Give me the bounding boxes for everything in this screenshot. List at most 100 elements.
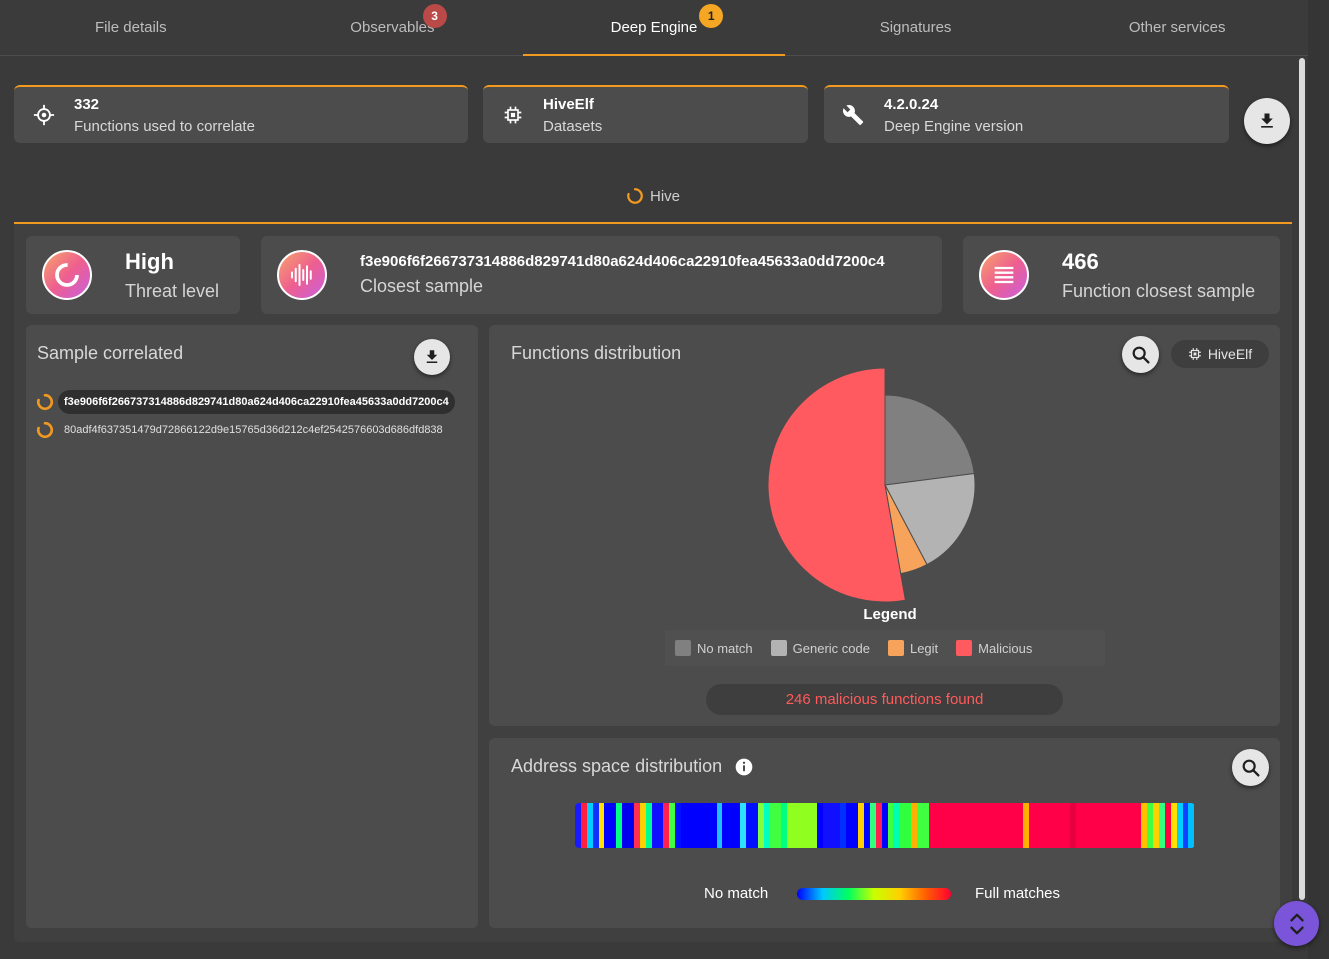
heatmap-segment xyxy=(887,803,894,848)
legend-item-generic-code[interactable]: Generic code xyxy=(770,640,870,656)
closest-sample-label: Closest sample xyxy=(360,276,484,296)
tab-bar: File details Observables 3 Deep Engine 1 S… xyxy=(0,0,1308,56)
heatmap-segment xyxy=(875,803,882,848)
heatmap-segment xyxy=(716,803,723,848)
heatmap-segment xyxy=(598,803,605,848)
hive-title: Hive xyxy=(649,187,680,205)
version-value: 4.2.0.24 xyxy=(884,95,939,113)
legend-title: Legend xyxy=(863,606,917,623)
heatmap-segment xyxy=(681,803,717,848)
heatmap-segment xyxy=(757,803,764,848)
legend-label: Malicious xyxy=(978,640,1033,656)
sample-item[interactable]: 80adf4f637351479d72866122d9e15765d36d212… xyxy=(36,418,449,442)
function-closest-card: 466 Function closest sample xyxy=(963,236,1280,314)
tab-observables[interactable]: Observables 3 xyxy=(262,0,524,55)
heatmap-segment xyxy=(1164,803,1171,848)
search-icon xyxy=(1242,759,1260,777)
waveform-icon xyxy=(277,250,327,300)
heatmap-segment xyxy=(1141,803,1148,848)
heatmap-segment xyxy=(651,803,664,848)
tab-deep-engine[interactable]: Deep Engine 1 xyxy=(523,0,785,56)
closest-sample-card: f3e906f6f266737314886d829741d80a624d406c… xyxy=(261,236,942,314)
tab-file-details[interactable]: File details xyxy=(0,0,262,55)
functions-pie-chart xyxy=(767,367,976,603)
tab-signatures[interactable]: Signatures xyxy=(785,0,1047,55)
heatmap-segment xyxy=(769,803,782,848)
tab-label: Observables xyxy=(350,19,435,36)
tab-label: File details xyxy=(94,19,167,36)
heatmap-segment xyxy=(816,803,823,848)
heatmap-segment xyxy=(911,803,917,848)
sample-item-selected[interactable]: f3e906f6f266737314886d829741d80a624d406c… xyxy=(36,390,455,414)
legend-swatch xyxy=(956,640,973,656)
no-match-label: No match xyxy=(704,885,769,902)
threat-level-value: High xyxy=(125,248,174,274)
list-lines-icon xyxy=(979,250,1029,300)
functions-distribution-title: Functions distribution xyxy=(511,343,682,363)
download-report-button[interactable] xyxy=(1244,98,1290,144)
heatmap-segment xyxy=(916,803,929,848)
legend-label: No match xyxy=(697,640,753,656)
heatmap-segment xyxy=(787,803,817,848)
heatmap-segment xyxy=(580,803,587,848)
zoom-address-space-button[interactable] xyxy=(1232,749,1269,786)
heatmap-segment xyxy=(645,803,652,848)
tab-label: Signatures xyxy=(879,19,952,36)
loading-spinner-icon xyxy=(627,188,643,204)
datasets-label: Datasets xyxy=(543,117,603,135)
address-space-title: Address space distribution xyxy=(511,756,723,776)
observables-count-badge: 3 xyxy=(422,4,447,28)
heatmap-segment xyxy=(1153,803,1159,848)
heatmap-segment xyxy=(622,803,634,848)
version-label: Deep Engine version xyxy=(884,117,1024,135)
heatmap-segment xyxy=(639,803,646,848)
heatmap-segment xyxy=(840,803,847,848)
heatmap-segment xyxy=(863,803,870,848)
download-samples-button[interactable] xyxy=(414,339,450,375)
sample-correlated-title: Sample correlated xyxy=(37,343,184,363)
functions-used-value: 332 xyxy=(74,95,100,113)
dataset-chip-label: HiveElf xyxy=(1207,346,1253,362)
heatmap-segment xyxy=(633,803,640,848)
closest-sample-value: f3e906f6f266737314886d829741d80a624d406c… xyxy=(360,253,885,270)
heatmap-segment xyxy=(745,803,758,848)
scroll-toggle-button[interactable] xyxy=(1274,901,1319,946)
scrollbar-thumb[interactable] xyxy=(1299,58,1305,900)
heatmap-segment xyxy=(881,803,888,848)
tab-label: Other services xyxy=(1128,19,1226,36)
legend-item-legit[interactable]: Legit xyxy=(887,640,938,656)
datasets-card: HiveElf Datasets xyxy=(483,85,808,143)
legend-item-malicious[interactable]: Malicious xyxy=(956,640,1032,656)
expand-vertical-icon xyxy=(1289,913,1304,934)
zoom-functions-button[interactable] xyxy=(1122,336,1159,373)
heatmap-segment xyxy=(669,803,676,848)
sample-hash: f3e906f6f266737314886d829741d80a624d406c… xyxy=(58,390,455,414)
pie-slice-generic-code[interactable] xyxy=(884,472,976,566)
heatmap-segment xyxy=(1029,803,1071,848)
legend-swatch xyxy=(675,640,691,656)
heatmap-segment xyxy=(575,803,581,848)
heatmap-segment xyxy=(781,803,788,848)
malicious-found-badge: 246 malicious functions found xyxy=(706,684,1063,715)
pie-slice-malicious[interactable] xyxy=(767,367,906,603)
heatmap-segment xyxy=(1023,803,1030,848)
legend-swatch xyxy=(770,640,787,656)
address-space-heatmap[interactable] xyxy=(575,803,1195,848)
heatmap-segment xyxy=(1176,803,1183,848)
heatmap-segment xyxy=(1188,803,1195,848)
pie-slice-no-match[interactable] xyxy=(884,394,975,486)
legend-item-no-match[interactable]: No match xyxy=(675,640,753,656)
heatmap-segment xyxy=(1170,803,1177,848)
datasets-value: HiveElf xyxy=(543,95,594,113)
download-icon xyxy=(426,350,438,363)
heatmap-segment xyxy=(1147,803,1154,848)
dataset-chip[interactable]: HiveElf xyxy=(1171,340,1269,368)
heatmap-segment xyxy=(616,803,623,848)
heatmap-segment xyxy=(822,803,841,848)
function-closest-value: 466 xyxy=(1062,248,1099,274)
heatmap-segment xyxy=(763,803,770,848)
heatmap-segment xyxy=(604,803,617,848)
info-icon[interactable] xyxy=(734,757,754,782)
heatmap-segment xyxy=(1076,803,1142,848)
tab-other-services[interactable]: Other services xyxy=(1046,0,1308,55)
